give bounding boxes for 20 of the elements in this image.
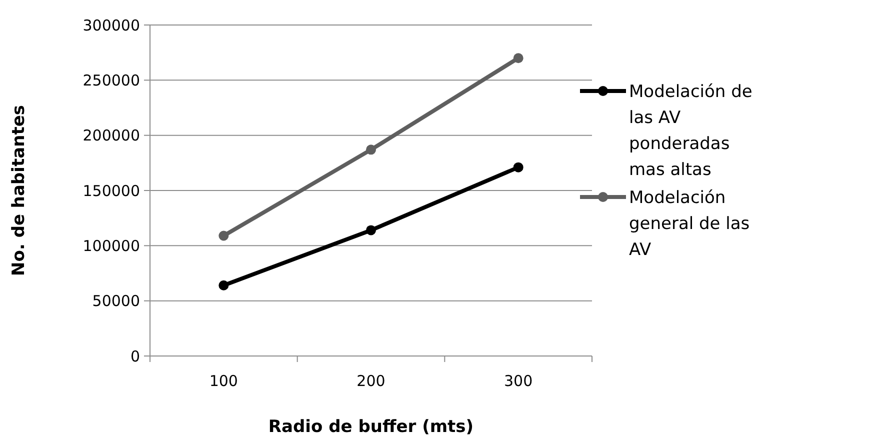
point (218, 280, 229, 290)
y-tick-label: 200000 (82, 126, 140, 145)
y-tick-label: 50000 (92, 292, 140, 310)
point (513, 162, 524, 172)
point (513, 53, 524, 64)
legend-label: Modelación general de las AV (629, 188, 750, 260)
point (366, 225, 376, 236)
y-tick-label: 250000 (82, 71, 140, 90)
y-tick-label: 0 (130, 347, 140, 366)
point (218, 230, 229, 241)
y-tick-label: 100000 (82, 236, 140, 255)
point (366, 144, 376, 155)
x-axis-title: Radio de buffer (mts) (268, 417, 474, 437)
y-tick-label: 150000 (82, 182, 140, 200)
y-tick-label: 300000 (82, 16, 140, 34)
legend-label: Modelación de las AV ponderadas mas altas (629, 82, 752, 180)
x-tick-label: 300 (504, 372, 533, 390)
x-tick-label: 100 (209, 372, 238, 390)
y-axis-title: No. de habitantes (9, 105, 29, 276)
x-tick-label: 200 (356, 372, 386, 390)
